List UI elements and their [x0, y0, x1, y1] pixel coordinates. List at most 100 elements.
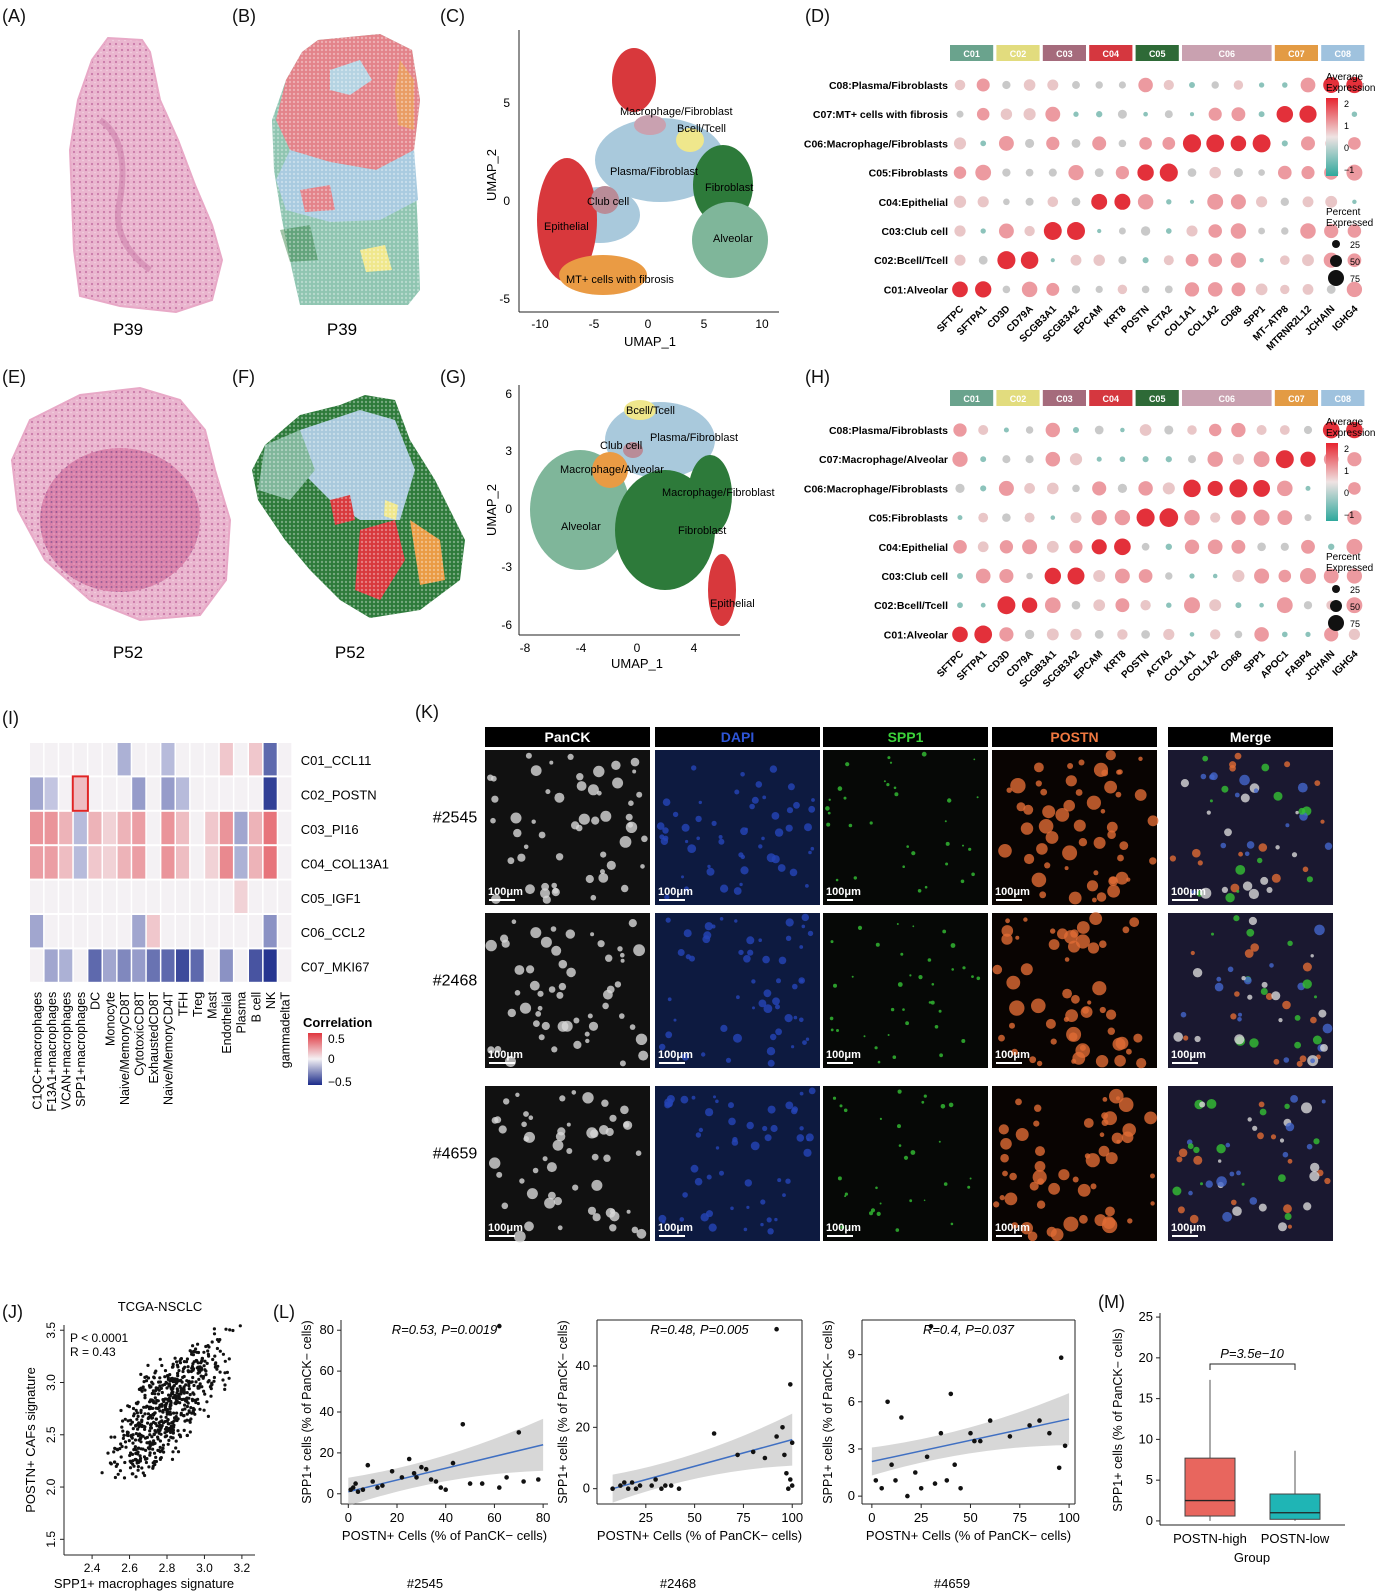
heatmap-cell: [219, 811, 233, 845]
texture-speck: [1214, 982, 1224, 992]
channel-header: [992, 727, 1157, 747]
scatter-point: [163, 1435, 167, 1439]
y-tick-label: 25: [1139, 1309, 1153, 1324]
heatmap-cell: [205, 880, 219, 913]
if-image-tile: [485, 750, 650, 905]
scatter-point: [146, 1412, 150, 1416]
texture-speck: [775, 1004, 780, 1010]
scale-bar-label: 100μm: [658, 1222, 693, 1234]
cluster-header-label: C03: [1056, 49, 1073, 59]
heatmap-cell: [205, 743, 219, 776]
expression-dot: [1302, 196, 1314, 208]
scatter-point: [157, 1449, 161, 1453]
texture-speck: [535, 1011, 542, 1017]
expression-dot: [1229, 479, 1248, 498]
texture-speck: [711, 820, 717, 827]
scatter-point: [148, 1441, 153, 1445]
heatmap-cell: [73, 743, 87, 776]
x-tick-label: 20: [390, 1510, 404, 1525]
scatter-point: [536, 1477, 541, 1482]
texture-speck: [921, 1100, 925, 1104]
texture-speck: [758, 999, 767, 1008]
heatmap-cell: [205, 777, 219, 810]
channel-header: [485, 727, 650, 747]
expression-dot: [1300, 451, 1316, 467]
texture-speck: [1117, 854, 1124, 862]
percent-key-label: 75: [1350, 619, 1360, 629]
expression-dot: [1209, 599, 1222, 612]
texture-speck: [584, 1031, 590, 1037]
expression-dot: [1142, 257, 1149, 264]
heatmap-cell: [146, 846, 160, 879]
expression-dot: [1136, 508, 1155, 527]
texture-speck: [546, 1162, 557, 1173]
heatmap-cell: [132, 880, 146, 913]
texture-speck: [503, 1098, 510, 1105]
texture-speck: [1241, 976, 1246, 981]
texture-speck: [585, 874, 594, 884]
expression-dot: [1328, 543, 1335, 550]
texture-speck: [551, 882, 557, 889]
expression-dot: [1210, 629, 1221, 640]
heatmap-col-label: F13A1+macrophages: [45, 992, 59, 1112]
sample-label: #2468: [433, 973, 478, 990]
texture-speck: [1247, 1117, 1252, 1122]
texture-speck: [667, 1102, 673, 1108]
heatmap-row-label: C01_CCL11: [301, 753, 372, 768]
scatter-point: [928, 1324, 934, 1329]
umap-g-label-5: Alveolar: [561, 521, 601, 533]
texture-speck: [829, 1016, 834, 1021]
expression-dot: [1276, 597, 1293, 614]
heatmap-cell: [176, 846, 190, 879]
scatter-point: [109, 1435, 113, 1439]
texture-speck: [1169, 855, 1176, 862]
scatter-point: [165, 1401, 169, 1405]
scatter-point: [187, 1409, 191, 1413]
umap-g-label-1: Club cell: [600, 440, 642, 452]
texture-speck: [491, 795, 499, 803]
texture-speck: [501, 1202, 509, 1210]
scatter-point: [146, 1416, 150, 1421]
texture-speck: [523, 1111, 529, 1117]
scatter-point: [143, 1412, 147, 1416]
texture-speck: [695, 815, 702, 823]
expression-dot: [1186, 225, 1198, 237]
texture-speck: [1282, 1000, 1291, 1010]
texture-speck: [626, 1209, 631, 1214]
expression-dot: [1095, 285, 1103, 294]
texture-speck: [950, 1222, 954, 1226]
scatter-point: [1062, 1443, 1068, 1449]
texture-speck: [1172, 1186, 1182, 1196]
scatter-point: [202, 1364, 206, 1368]
expression-dot: [1281, 140, 1288, 147]
scatter-point: [140, 1419, 144, 1424]
scatter-point: [189, 1380, 193, 1384]
texture-speck: [1040, 788, 1048, 796]
texture-speck: [530, 927, 542, 939]
expression-dot: [1118, 256, 1127, 265]
texture-speck: [902, 865, 905, 868]
scatter-point: [780, 1425, 785, 1430]
heatmap-cell: [161, 811, 175, 845]
scatter-point: [139, 1372, 143, 1376]
texture-speck: [999, 1195, 1005, 1201]
scatter-point: [156, 1437, 160, 1441]
scatter-point: [231, 1328, 235, 1333]
texture-speck: [1270, 1134, 1277, 1140]
texture-speck: [828, 798, 831, 801]
expression-dot: [1159, 163, 1178, 182]
texture-speck: [870, 1208, 876, 1213]
texture-speck: [665, 917, 671, 923]
texture-speck: [962, 844, 964, 847]
scatter-point: [899, 1415, 904, 1420]
texture-speck: [799, 1017, 804, 1023]
scatter-point: [133, 1438, 138, 1442]
expression-dot: [1207, 539, 1223, 555]
y-tick-label: 3: [848, 1441, 855, 1456]
heatmap-cell: [103, 846, 117, 879]
scatter-point: [889, 1462, 894, 1467]
expression-dot: [1139, 424, 1152, 436]
scatter-point: [153, 1396, 157, 1400]
heatmap-cell: [88, 949, 102, 982]
texture-speck: [513, 828, 522, 838]
